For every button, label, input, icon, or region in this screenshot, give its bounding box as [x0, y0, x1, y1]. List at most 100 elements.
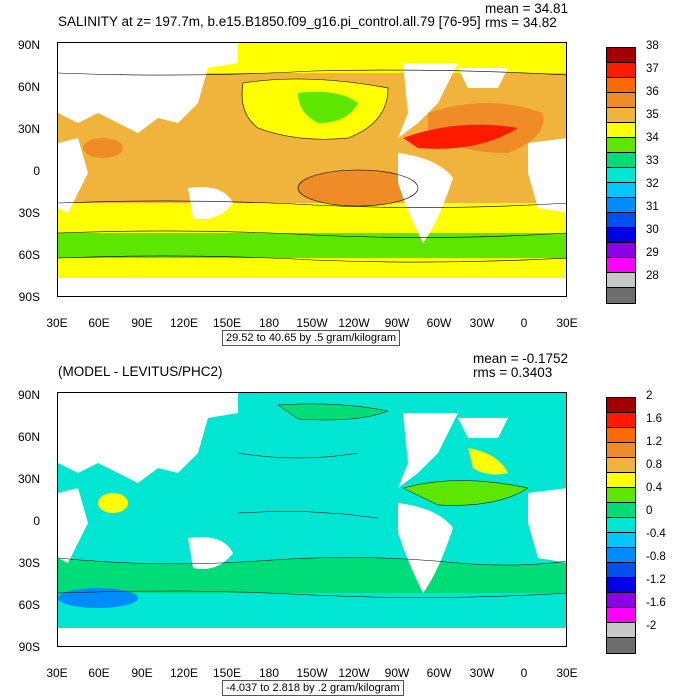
lon-label: 30E	[46, 666, 68, 680]
colorbar: 2 1.6 1.2 0.8 0.4 0 -0.4 -0.8 -1.2 -1.6 …	[606, 390, 666, 654]
colorbar-swatch	[607, 473, 635, 488]
eurasia-land	[58, 43, 238, 133]
lat-label: 30N	[17, 472, 40, 486]
colorbar-label: 30	[646, 224, 659, 236]
lon-label: 180	[258, 316, 280, 330]
lat-label: 60N	[17, 430, 40, 444]
colorbar-label: 0.4	[646, 482, 662, 494]
stats-box: mean = -0.1752 rms = 0.3403	[473, 352, 568, 380]
salinity-panel: SALINITY at z= 197.7m, b.e15.B1850.f09_g…	[17, 2, 659, 346]
lat-label: 0	[33, 514, 40, 528]
lat-label: 60S	[18, 598, 40, 612]
contour-lines	[58, 69, 566, 263]
lon-label: 0	[520, 666, 528, 680]
colorbar-swatch	[607, 153, 635, 168]
lon-label: 120E	[169, 666, 199, 680]
mean-value: mean = 34.81	[485, 1, 568, 16]
panel-title: (MODEL - LEVITUS/PHC2)	[58, 364, 223, 379]
colorbar-label: 34	[646, 132, 659, 144]
colorbar-swatch	[607, 593, 635, 608]
lat-label: 30S	[18, 556, 40, 570]
colorbar-swatch	[607, 63, 635, 78]
gulf-stream-positive	[468, 448, 508, 475]
stats-box: mean = 34.81 rms = 34.82	[485, 2, 568, 30]
atlantic-positive	[403, 480, 528, 506]
lon-label: 180	[258, 666, 280, 680]
colorbar-label: -1.2	[646, 574, 666, 586]
colorbar-label: 35	[646, 109, 659, 121]
lon-label: 30W	[469, 316, 495, 330]
colorbar-swatch	[607, 563, 635, 578]
mean-value: mean = -0.1752	[473, 351, 568, 366]
greenland-land	[458, 68, 508, 88]
lon-label: 150W	[296, 316, 328, 330]
colorbar-swatch	[607, 258, 635, 273]
colorbar-swatch	[607, 243, 635, 258]
contour-caption: -4.037 to 2.818 by .2 gram/kilogram	[222, 680, 404, 696]
colorbar-swatch	[607, 138, 635, 153]
colorbar-swatch	[607, 273, 635, 288]
colorbar-label: 29	[646, 247, 659, 259]
colorbar: 38 37 36 35 34 33 32 31 30 29 28	[606, 40, 659, 304]
southern-band-green	[58, 233, 566, 258]
colorbar-label: 33	[646, 155, 659, 167]
colorbar-label: 1.2	[646, 436, 662, 448]
lat-label: 90N	[17, 388, 40, 402]
colorbar-swatch	[607, 183, 635, 198]
difference-map-canvas	[58, 393, 566, 646]
colorbar-label: -0.8	[646, 551, 666, 563]
contour-caption: 29.52 to 40.65 by .5 gram/kilogram	[222, 330, 400, 346]
colorbar-label: 28	[646, 270, 659, 282]
colorbar-swatch	[607, 288, 635, 303]
colorbar-swatch	[607, 503, 635, 518]
lon-label: 60E	[88, 316, 110, 330]
colorbar-label: 32	[646, 178, 659, 190]
lat-label: 0	[33, 164, 40, 178]
colorbar-swatch	[607, 458, 635, 473]
mediterranean-outflow	[403, 124, 518, 149]
north-pacific-fresh-core	[298, 91, 358, 123]
southern-negative	[58, 588, 138, 608]
lon-label: 60W	[426, 316, 452, 330]
lon-label: 120E	[169, 316, 199, 330]
lon-label: 60E	[88, 666, 110, 680]
lon-label: 120W	[338, 316, 370, 330]
rms-value: rms = 0.3403	[473, 365, 553, 380]
lon-label: 150W	[296, 666, 328, 680]
colorbar-swatch	[607, 578, 635, 593]
colorbar-swatch	[607, 533, 635, 548]
arctic-green-patch	[278, 403, 388, 420]
colorbar-swatch	[607, 413, 635, 428]
lon-label: 60W	[426, 666, 452, 680]
colorbar-swatch	[607, 623, 635, 638]
colorbar-label: -1.6	[646, 597, 666, 609]
southern-band-yellow2	[58, 258, 566, 278]
lon-label: 90E	[131, 666, 153, 680]
panel-title: SALINITY at z= 197.7m, b.e15.B1850.f09_g…	[58, 14, 481, 29]
difference-panel: (MODEL - LEVITUS/PHC2) mean = -0.1752 rm…	[0, 350, 700, 700]
lon-label: 150E	[212, 316, 242, 330]
colorbar-swatch	[607, 168, 635, 183]
colorbar-label: 0.8	[646, 459, 662, 471]
colorbar-swatch	[607, 213, 635, 228]
lon-label: 90W	[384, 316, 410, 330]
colorbar-swatch	[607, 488, 635, 503]
africa-land	[528, 138, 566, 213]
colorbar-label: -0.4	[646, 528, 666, 540]
lat-label: 90N	[17, 38, 40, 52]
colorbar-label: 36	[646, 86, 659, 98]
salinity-map	[57, 42, 567, 297]
colorbar-label: 0	[646, 505, 653, 517]
lon-label: 30E	[556, 666, 578, 680]
greenland-land	[458, 418, 508, 438]
antarctica-land	[58, 278, 566, 296]
colorbar-swatch	[607, 93, 635, 108]
australia-land	[188, 537, 233, 569]
colorbar-label: 31	[646, 201, 659, 213]
north-america-land	[398, 413, 458, 488]
lat-label: 30N	[17, 122, 40, 136]
colorbar-swatch	[607, 228, 635, 243]
southern-band-yellow	[58, 203, 566, 233]
colorbar-label: 1.6	[646, 413, 662, 425]
colorbar-swatches	[606, 397, 636, 654]
